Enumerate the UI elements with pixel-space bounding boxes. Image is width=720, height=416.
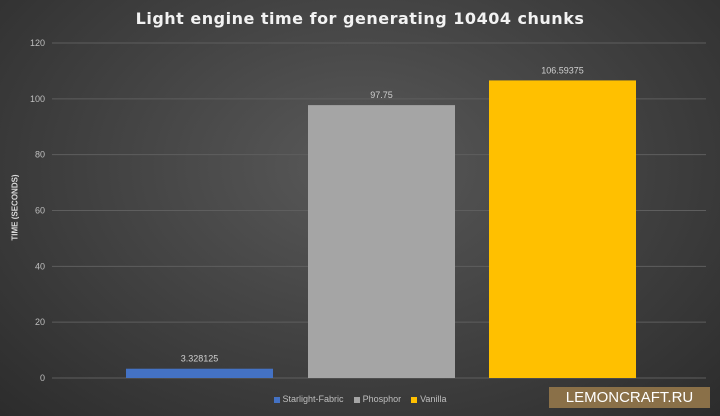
y-tick-label: 60 bbox=[35, 206, 45, 216]
watermark: LEMONCRAFT.RU bbox=[549, 387, 710, 408]
bar-phosphor bbox=[308, 105, 455, 378]
y-tick-label: 120 bbox=[30, 38, 45, 48]
legend-item: Vanilla bbox=[411, 394, 446, 404]
y-tick-label: 0 bbox=[40, 373, 45, 383]
legend-item: Phosphor bbox=[353, 394, 402, 404]
legend-item: Starlight-Fabric bbox=[273, 394, 344, 404]
legend-swatch bbox=[273, 396, 280, 403]
y-tick-label: 100 bbox=[30, 94, 45, 104]
bar-vanilla bbox=[489, 80, 636, 378]
legend-label: Vanilla bbox=[420, 394, 447, 404]
data-label: 3.328125 bbox=[181, 354, 219, 364]
legend: Starlight-Fabric Phosphor Vanilla bbox=[0, 394, 720, 404]
data-label: 97.75 bbox=[370, 90, 393, 100]
y-tick-label: 80 bbox=[35, 150, 45, 160]
legend-swatch bbox=[411, 396, 418, 403]
chart-title: Light engine time for generating 10404 c… bbox=[135, 9, 585, 28]
y-tick-label: 20 bbox=[35, 317, 45, 327]
legend-label: Phosphor bbox=[362, 394, 402, 404]
legend-swatch bbox=[353, 396, 360, 403]
bar-starlight-fabric bbox=[126, 368, 273, 378]
legend-label: Starlight-Fabric bbox=[282, 394, 344, 404]
data-label: 106.59375 bbox=[541, 65, 584, 75]
y-tick-label: 40 bbox=[35, 261, 45, 271]
